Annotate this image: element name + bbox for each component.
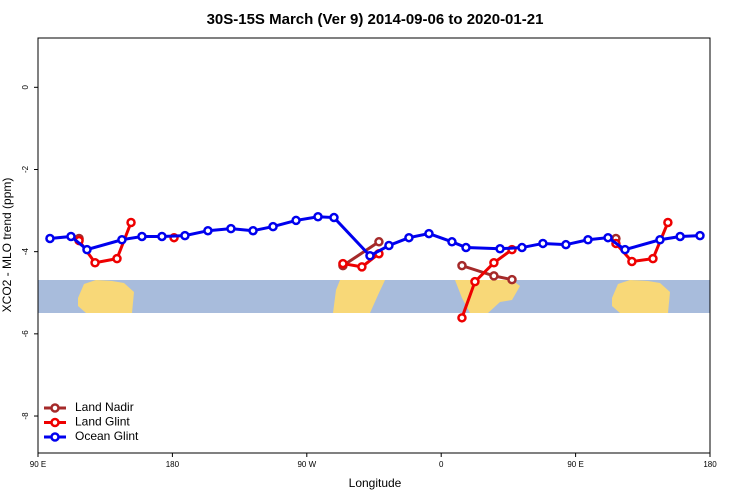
- data-point: [495, 244, 505, 254]
- x-tick-label: 90 W: [297, 460, 316, 469]
- data-point: [517, 242, 527, 253]
- data-point: [329, 212, 339, 223]
- data-point: [583, 234, 593, 245]
- series-line: [460, 248, 513, 319]
- series-line: [342, 240, 380, 267]
- x-tick-label: 180: [703, 460, 717, 469]
- data-point: [457, 260, 467, 271]
- data-point: [404, 232, 414, 243]
- plot-frame: [37, 37, 711, 454]
- legend-label: Land Nadir: [75, 400, 134, 414]
- data-point: [655, 234, 665, 245]
- data-point: [137, 231, 147, 242]
- data-point: [126, 217, 136, 228]
- x-axis-label: Longitude: [349, 476, 402, 490]
- y-tick-label: -8: [21, 412, 30, 420]
- data-point: [374, 237, 384, 247]
- data-point: [447, 237, 457, 247]
- y-tick-label: -6: [21, 330, 30, 338]
- y-tick-label: 0: [21, 85, 30, 90]
- data-point: [357, 262, 367, 272]
- data-point: [268, 221, 278, 232]
- data-point: [338, 258, 348, 269]
- data-point: [457, 313, 467, 323]
- data-point: [489, 258, 499, 268]
- data-point: [470, 276, 480, 287]
- data-point: [313, 211, 323, 222]
- data-point: [620, 244, 630, 255]
- data-point: [695, 230, 705, 241]
- map-strip: [38, 280, 710, 313]
- data-point: [90, 258, 100, 268]
- chart-title: 30S-15S March (Ver 9) 2014-09-06 to 2020…: [207, 11, 544, 28]
- legend-marker: [50, 403, 60, 413]
- data-point: [424, 228, 434, 239]
- data-point: [663, 217, 673, 228]
- legend-label: Ocean Glint: [75, 429, 139, 443]
- data-point: [180, 230, 190, 241]
- series-line: [49, 215, 701, 258]
- y-axis-label: XCO2 - MLO trend (ppm): [0, 178, 14, 313]
- data-point: [648, 253, 658, 264]
- x-tick-label: 90 E: [567, 460, 583, 469]
- data-point: [203, 225, 213, 236]
- data-point: [45, 233, 55, 244]
- y-tick-label: -2: [21, 165, 30, 173]
- data-point: [461, 242, 471, 253]
- legend-label: Land Glint: [75, 415, 130, 429]
- data-point: [112, 253, 122, 264]
- x-tick-label: 0: [439, 460, 444, 469]
- data-point: [117, 234, 127, 245]
- data-point: [561, 239, 571, 250]
- legend-marker: [50, 417, 60, 428]
- data-point: [157, 231, 167, 242]
- data-point: [627, 256, 637, 267]
- data-point: [365, 251, 375, 261]
- x-tick-label: 90 E: [30, 460, 46, 469]
- legend-marker: [50, 432, 60, 442]
- x-tick-label: 180: [166, 460, 180, 469]
- data-point: [384, 240, 394, 251]
- data-point: [66, 231, 76, 242]
- y-tick-label: -4: [21, 248, 30, 256]
- data-point: [603, 232, 613, 243]
- data-point: [507, 274, 517, 285]
- data-point: [291, 215, 301, 226]
- data-point: [489, 271, 499, 281]
- data-point: [226, 223, 236, 234]
- data-point: [675, 231, 685, 242]
- data-point: [82, 244, 92, 255]
- data-point: [248, 225, 258, 236]
- data-point: [538, 238, 548, 249]
